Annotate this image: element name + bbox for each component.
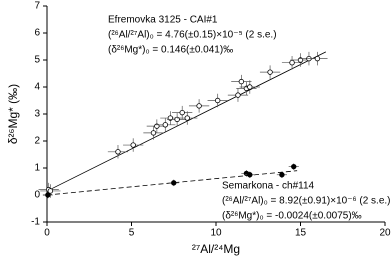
- x-tick-label: 10: [210, 228, 222, 239]
- y-tick-label: 3: [34, 109, 40, 120]
- annotation: (²⁶Al/²⁷Al)₀ = 8.92(±0.91)×10⁻⁶ (2 s.e.): [222, 196, 391, 207]
- y-tick-label: 5: [34, 55, 40, 66]
- point: [196, 103, 202, 109]
- y-tick-label: 7: [34, 1, 40, 12]
- y-tick-label: 1: [34, 163, 40, 174]
- point: [314, 55, 321, 62]
- x-tick-label: 15: [295, 228, 307, 239]
- fit-line: [46, 51, 327, 192]
- point: [130, 142, 136, 148]
- x-tick-label: 20: [379, 228, 391, 239]
- y-tick-label: 6: [34, 28, 40, 39]
- point: [162, 122, 168, 128]
- fit-line: [46, 170, 298, 196]
- point: [235, 92, 241, 98]
- annotation: (²⁶Al/²⁷Al)₀ = 4.76(±0.15)×10⁻⁵ (2 s.e.): [108, 30, 277, 41]
- x-axis-title: ²⁷Al/²⁴Mg: [192, 242, 240, 256]
- point: [214, 97, 221, 104]
- point: [45, 192, 51, 198]
- annotation: (δ²⁶Mg*)₀ = -0.0024(±0.0075)‰: [222, 211, 362, 222]
- y-tick-label: 0: [34, 190, 40, 201]
- point: [238, 78, 245, 85]
- point: [289, 60, 295, 66]
- y-tick-label: -1: [31, 217, 40, 228]
- x-tick-label: 5: [129, 228, 135, 239]
- point: [247, 84, 253, 90]
- x-tick-label: 0: [44, 228, 50, 239]
- point: [291, 163, 297, 170]
- point: [115, 149, 121, 155]
- point: [267, 69, 273, 75]
- annotation: Semarkona - ch#114: [222, 181, 315, 192]
- point: [184, 115, 190, 121]
- y-tick-label: 2: [34, 136, 40, 147]
- annotation: (δ²⁶Mg*)₀ = 0.146(±0.041)‰: [108, 45, 233, 56]
- point: [150, 130, 157, 136]
- y-tick-label: 4: [34, 82, 40, 93]
- annotation: Efremovka 3125 - CAI#1: [108, 15, 218, 26]
- y-axis-title: δ²⁶Mg* (‰): [6, 84, 20, 144]
- point: [179, 109, 185, 116]
- point: [47, 188, 54, 194]
- point: [247, 172, 253, 178]
- point: [279, 172, 285, 178]
- point: [171, 180, 177, 186]
